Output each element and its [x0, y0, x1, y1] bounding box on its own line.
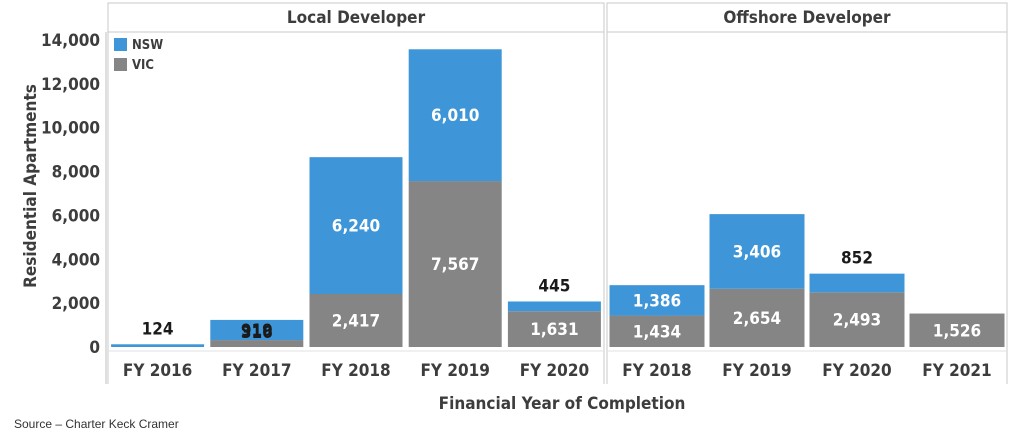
bar-nsw — [309, 157, 403, 294]
bar-value-label: 2,654 — [733, 309, 781, 329]
legend-swatch-vic — [114, 58, 127, 71]
bar-nsw — [809, 273, 905, 293]
x-tick-label: FY 2016 — [123, 361, 192, 381]
bar-value-label: 6,010 — [431, 106, 479, 126]
x-tick-label: FY 2018 — [321, 361, 390, 381]
bar-value-label: 445 — [538, 276, 570, 296]
bar-value-label: 1,631 — [530, 320, 578, 340]
bar-value-label: 1,386 — [633, 291, 681, 311]
bar-value-label: 1,434 — [633, 322, 681, 342]
legend-label: NSW — [132, 38, 163, 53]
bar-vic — [909, 313, 1005, 347]
bar-vic — [809, 292, 905, 347]
panel-header — [606, 2, 1008, 33]
panel-header — [107, 2, 605, 33]
bar-value-label: 7,567 — [431, 255, 479, 275]
bar-value-label: 2,417 — [332, 311, 380, 331]
y-tick-label: 2,000 — [52, 294, 100, 314]
source-note: Source – Charter Keck Cramer — [14, 417, 179, 431]
y-tick-label: 14,000 — [41, 31, 100, 51]
bar-value-label: 316 — [241, 323, 273, 343]
bar-nsw — [408, 49, 502, 182]
y-tick-label: 0 — [89, 338, 100, 358]
y-tick-label: 4,000 — [52, 250, 100, 270]
bar-nsw — [111, 344, 205, 347]
x-axis-title: Financial Year of Completion — [439, 394, 686, 414]
bar-vic — [609, 315, 705, 347]
panel-title: Local Developer — [287, 8, 426, 28]
x-tick-label: FY 2019 — [722, 361, 791, 381]
bar-value-label: 124 — [142, 319, 174, 339]
bar-vic — [709, 288, 805, 347]
x-tick-label: FY 2017 — [222, 361, 291, 381]
y-tick-label: 12,000 — [41, 75, 100, 95]
bar-value-label: 6,240 — [332, 217, 380, 237]
x-tick-label: FY 2020 — [520, 361, 589, 381]
bar-vic — [507, 311, 601, 347]
x-tick-label: FY 2020 — [822, 361, 891, 381]
bar-vic — [210, 340, 304, 347]
bar-vic — [408, 181, 502, 347]
bar-value-label: 1,526 — [933, 321, 981, 341]
bar-vic — [309, 293, 403, 347]
y-axis-title: Residential Apartments — [21, 84, 41, 288]
y-tick-label: 8,000 — [52, 163, 100, 183]
bar-nsw — [609, 285, 705, 316]
bar-nsw — [709, 214, 805, 289]
legend-swatch-nsw — [114, 38, 127, 51]
legend-label: VIC — [132, 58, 154, 73]
x-tick-label: FY 2018 — [622, 361, 691, 381]
bar-value-label: 852 — [841, 249, 873, 269]
y-tick-label: 6,000 — [52, 206, 100, 226]
bar-value-label: 2,493 — [833, 311, 881, 331]
bar-nsw — [507, 301, 601, 312]
bar-nsw — [210, 319, 304, 341]
panel-title: Offshore Developer — [723, 8, 891, 28]
x-tick-label: FY 2019 — [420, 361, 489, 381]
bar-value-label: 3,406 — [733, 242, 781, 262]
bar-value-label: 919 — [241, 321, 273, 341]
y-tick-label: 10,000 — [41, 119, 100, 139]
x-tick-label: FY 2021 — [922, 361, 991, 381]
